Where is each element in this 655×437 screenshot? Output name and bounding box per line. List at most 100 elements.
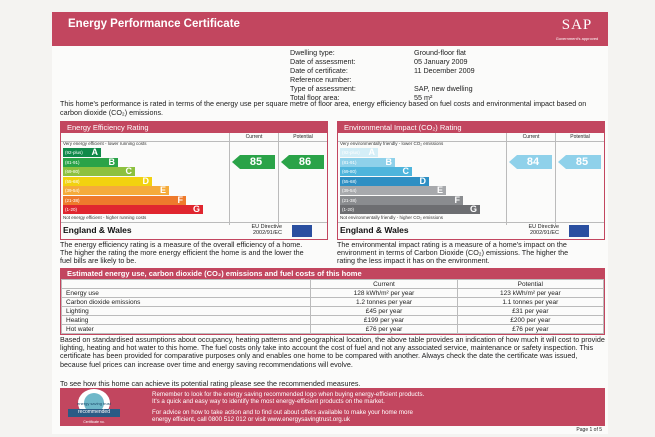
dwelling-info-row: Total floor area: 55 m² [290,93,475,102]
table-row: Hot water £76 per year £76 per year [60,324,605,334]
rating-band-c: (69-80) C [63,167,135,176]
table-row: Heating £199 per year £200 per year [60,315,605,325]
rating-band-range: (81-91) [342,159,357,165]
environment-title: Environmental Impact (CO₂) Rating [338,122,604,133]
rating-band-a: (92-plus) A [340,148,378,157]
rating-band-letter: E [436,185,443,195]
rating-band-range: (92-plus) [65,150,83,155]
efficiency-current-arrow [232,155,275,169]
rating-band-range: (1-20) [342,207,355,212]
performance-text: This home's performance is rated in term… [60,99,587,117]
dwelling-info-label: Dwelling type: [290,48,335,57]
efficiency-eu-directive: EU Directive 2002/91/EC [251,223,282,236]
environment-top-note: Very environmentally friendly - lower CO… [340,141,444,146]
dwelling-info-row: Dwelling type: Ground-floor flat [290,48,475,57]
rating-band-letter: C [125,166,133,176]
estimate-current: £76 per year [310,324,458,334]
estimate-current: £45 per year [310,306,458,316]
footer-line-3: For advice on how to take action and to … [152,409,413,416]
dwelling-info-value: 11 December 2009 [414,66,475,75]
estimate-potential: 123 kWh/m² per year [456,288,605,298]
eu-flag-icon [292,224,312,237]
estimate-current: 128 kWh/m² per year [310,288,458,298]
rating-band-range: (21-38) [342,197,357,203]
dwelling-info-label: Date of certificate: [290,66,348,75]
basis-text: Based on standardised assumptions about … [60,335,605,369]
energy-saving-footer: energy saving trust recommended Certific… [60,388,605,426]
environmental-impact-rating: Environmental Impact (CO₂) Rating Current… [337,121,605,240]
efficiency-top-note: Very energy efficient - lower running co… [63,141,147,146]
dwelling-info-label: Type of assessment: [290,84,356,93]
environment-current-arrow [509,155,552,169]
rating-band-range: (55-68) [65,178,80,184]
rating-band-letter: A [368,147,376,157]
efficiency-potential-header: Potential [278,133,327,141]
rating-band-range: (69-80) [342,169,357,174]
rating-band-letter: D [419,175,427,186]
certificate-header: Energy Performance Certificate SAP Gover… [52,12,608,46]
table-row: Energy use 128 kWh/m² per year 123 kWh/m² … [60,288,605,298]
sap-logo: SAP Government's approved [555,17,599,41]
rating-band-letter: G [192,204,200,214]
efficiency-title: Energy Efficiency Rating [61,122,327,133]
estimate-potential: £200 per year [456,315,605,325]
eu-flag-icon [569,224,589,237]
energy-saving-recommended-logo: energy saving trust recommended Certific… [68,389,120,425]
estimate-potential: 1.1 tonnes per year [456,297,605,307]
estimate-current: £199 per year [310,315,458,325]
dwelling-info-value: Ground-floor flat [414,48,466,57]
rating-band-range: (1-20) [65,207,78,212]
rating-band-d: (55-68) D [340,175,429,186]
estimate-name: Carbon dioxide emissions [60,297,312,307]
footer-line-4[interactable]: energy efficient, call 0800 512 012 or v… [152,416,350,423]
dwelling-info-row: Date of certificate: 11 December 2009 [290,66,475,75]
estimates-potential-header: Potential [456,279,605,289]
rating-band-g: (1-20) G [340,205,480,214]
environment-current-header: Current [506,133,555,141]
rating-band-range: (55-68) [342,178,357,184]
rating-band-e: (39-54) E [63,186,169,195]
footer-line-1: Remember to look for the energy saving r… [152,391,425,398]
estimates-current-header: Current [310,279,458,289]
dwelling-info-label: Reference number: [290,75,352,84]
rating-band-range: (69-80) [65,169,80,174]
environment-eu-directive: EU Directive 2002/91/EC [528,223,559,236]
rating-band-b: (81-91) B [340,157,395,167]
see-how-text: To see how this home can achieve its pot… [60,379,361,388]
rating-band-range: (39-54) [65,188,80,193]
rating-band-letter: E [159,185,166,195]
dwelling-info-label: Date of assessment: [290,57,356,66]
dwelling-info-row: Date of assessment: 05 January 2009 [290,57,475,66]
estimates-title: Estimated energy use, carbon dioxide (CO… [61,269,604,279]
estimate-potential: £31 per year [456,306,605,316]
dwelling-info-value: SAP, new dwelling [414,84,473,93]
estimates-table: Estimated energy use, carbon dioxide (CO… [60,268,605,335]
environment-description: The environmental impact rating is a mea… [337,240,569,265]
footer-line-2: It's a quick and easy way to identify th… [152,398,385,405]
environment-region: England & Wales [340,224,409,235]
estimate-name: Hot water [60,324,312,334]
dwelling-info-value: 05 January 2009 [414,57,468,66]
rating-band-range: (81-91) [65,159,80,165]
estimate-potential: £76 per year [456,324,605,334]
dwelling-info-row: Reference number: [290,75,475,84]
rating-band-range: (21-38) [65,197,80,203]
rating-band-letter: F [177,194,184,205]
rating-band-letter: G [469,204,477,214]
estimate-name: Heating [60,315,312,325]
efficiency-potential-value: 86 [298,156,312,168]
estimates-blank-header [60,279,312,289]
rating-band-e: (39-54) E [340,186,446,195]
environment-potential-header: Potential [555,133,604,141]
environment-potential-arrow [558,155,601,169]
rating-band-f: (21-38) F [340,195,463,205]
rating-band-letter: C [402,166,410,176]
rating-band-range: (39-54) [342,188,357,193]
rating-band-g: (1-20) G [63,205,203,214]
efficiency-current-header: Current [229,133,278,141]
rating-band-d: (55-68) D [63,176,152,186]
efficiency-current-value: 85 [249,156,263,168]
estimate-name: Energy use [60,288,312,298]
table-row: Carbon dioxide emissions 1.2 tonnes per y… [60,297,605,307]
rating-band-letter: A [91,147,99,157]
